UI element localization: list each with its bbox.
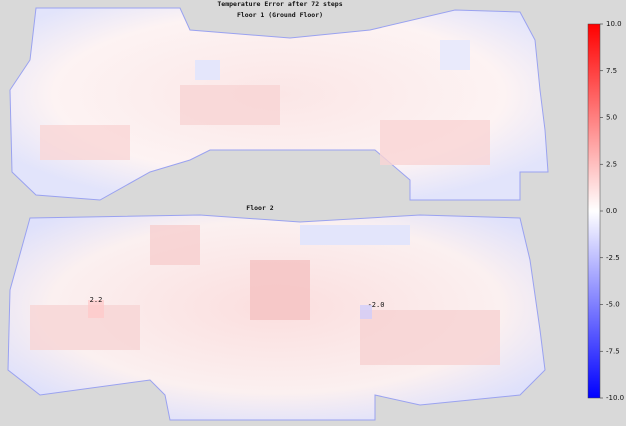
floor-1 bbox=[9, 7, 549, 201]
colorbar-tick-label: 10.0 bbox=[606, 20, 622, 28]
colorbar-tick-label: 0.0 bbox=[606, 207, 617, 215]
floor-2 bbox=[7, 214, 546, 421]
colorbar-tick-label: -7.5 bbox=[606, 347, 620, 355]
colorbar-tick-label: -5.0 bbox=[606, 301, 620, 309]
panel-title: Floor 2 bbox=[246, 204, 273, 212]
colorbar-tick-label: 7.5 bbox=[606, 67, 617, 75]
annotated-zone bbox=[88, 300, 104, 318]
figure-title: Temperature Error after 72 steps bbox=[217, 0, 342, 8]
colorbar-tick-label: 2.5 bbox=[606, 160, 617, 168]
annotation: 2.2 bbox=[90, 296, 103, 304]
annotated-zone bbox=[360, 305, 372, 319]
colorbar bbox=[587, 23, 601, 399]
colorbar-tick-label: -10.0 bbox=[606, 394, 624, 402]
panel-title: Floor 1 (Ground Floor) bbox=[237, 11, 323, 19]
colorbar-tick-label: 5.0 bbox=[606, 114, 617, 122]
colorbar-tick-label: -2.5 bbox=[606, 254, 620, 262]
annotation: -2.0 bbox=[368, 301, 385, 309]
